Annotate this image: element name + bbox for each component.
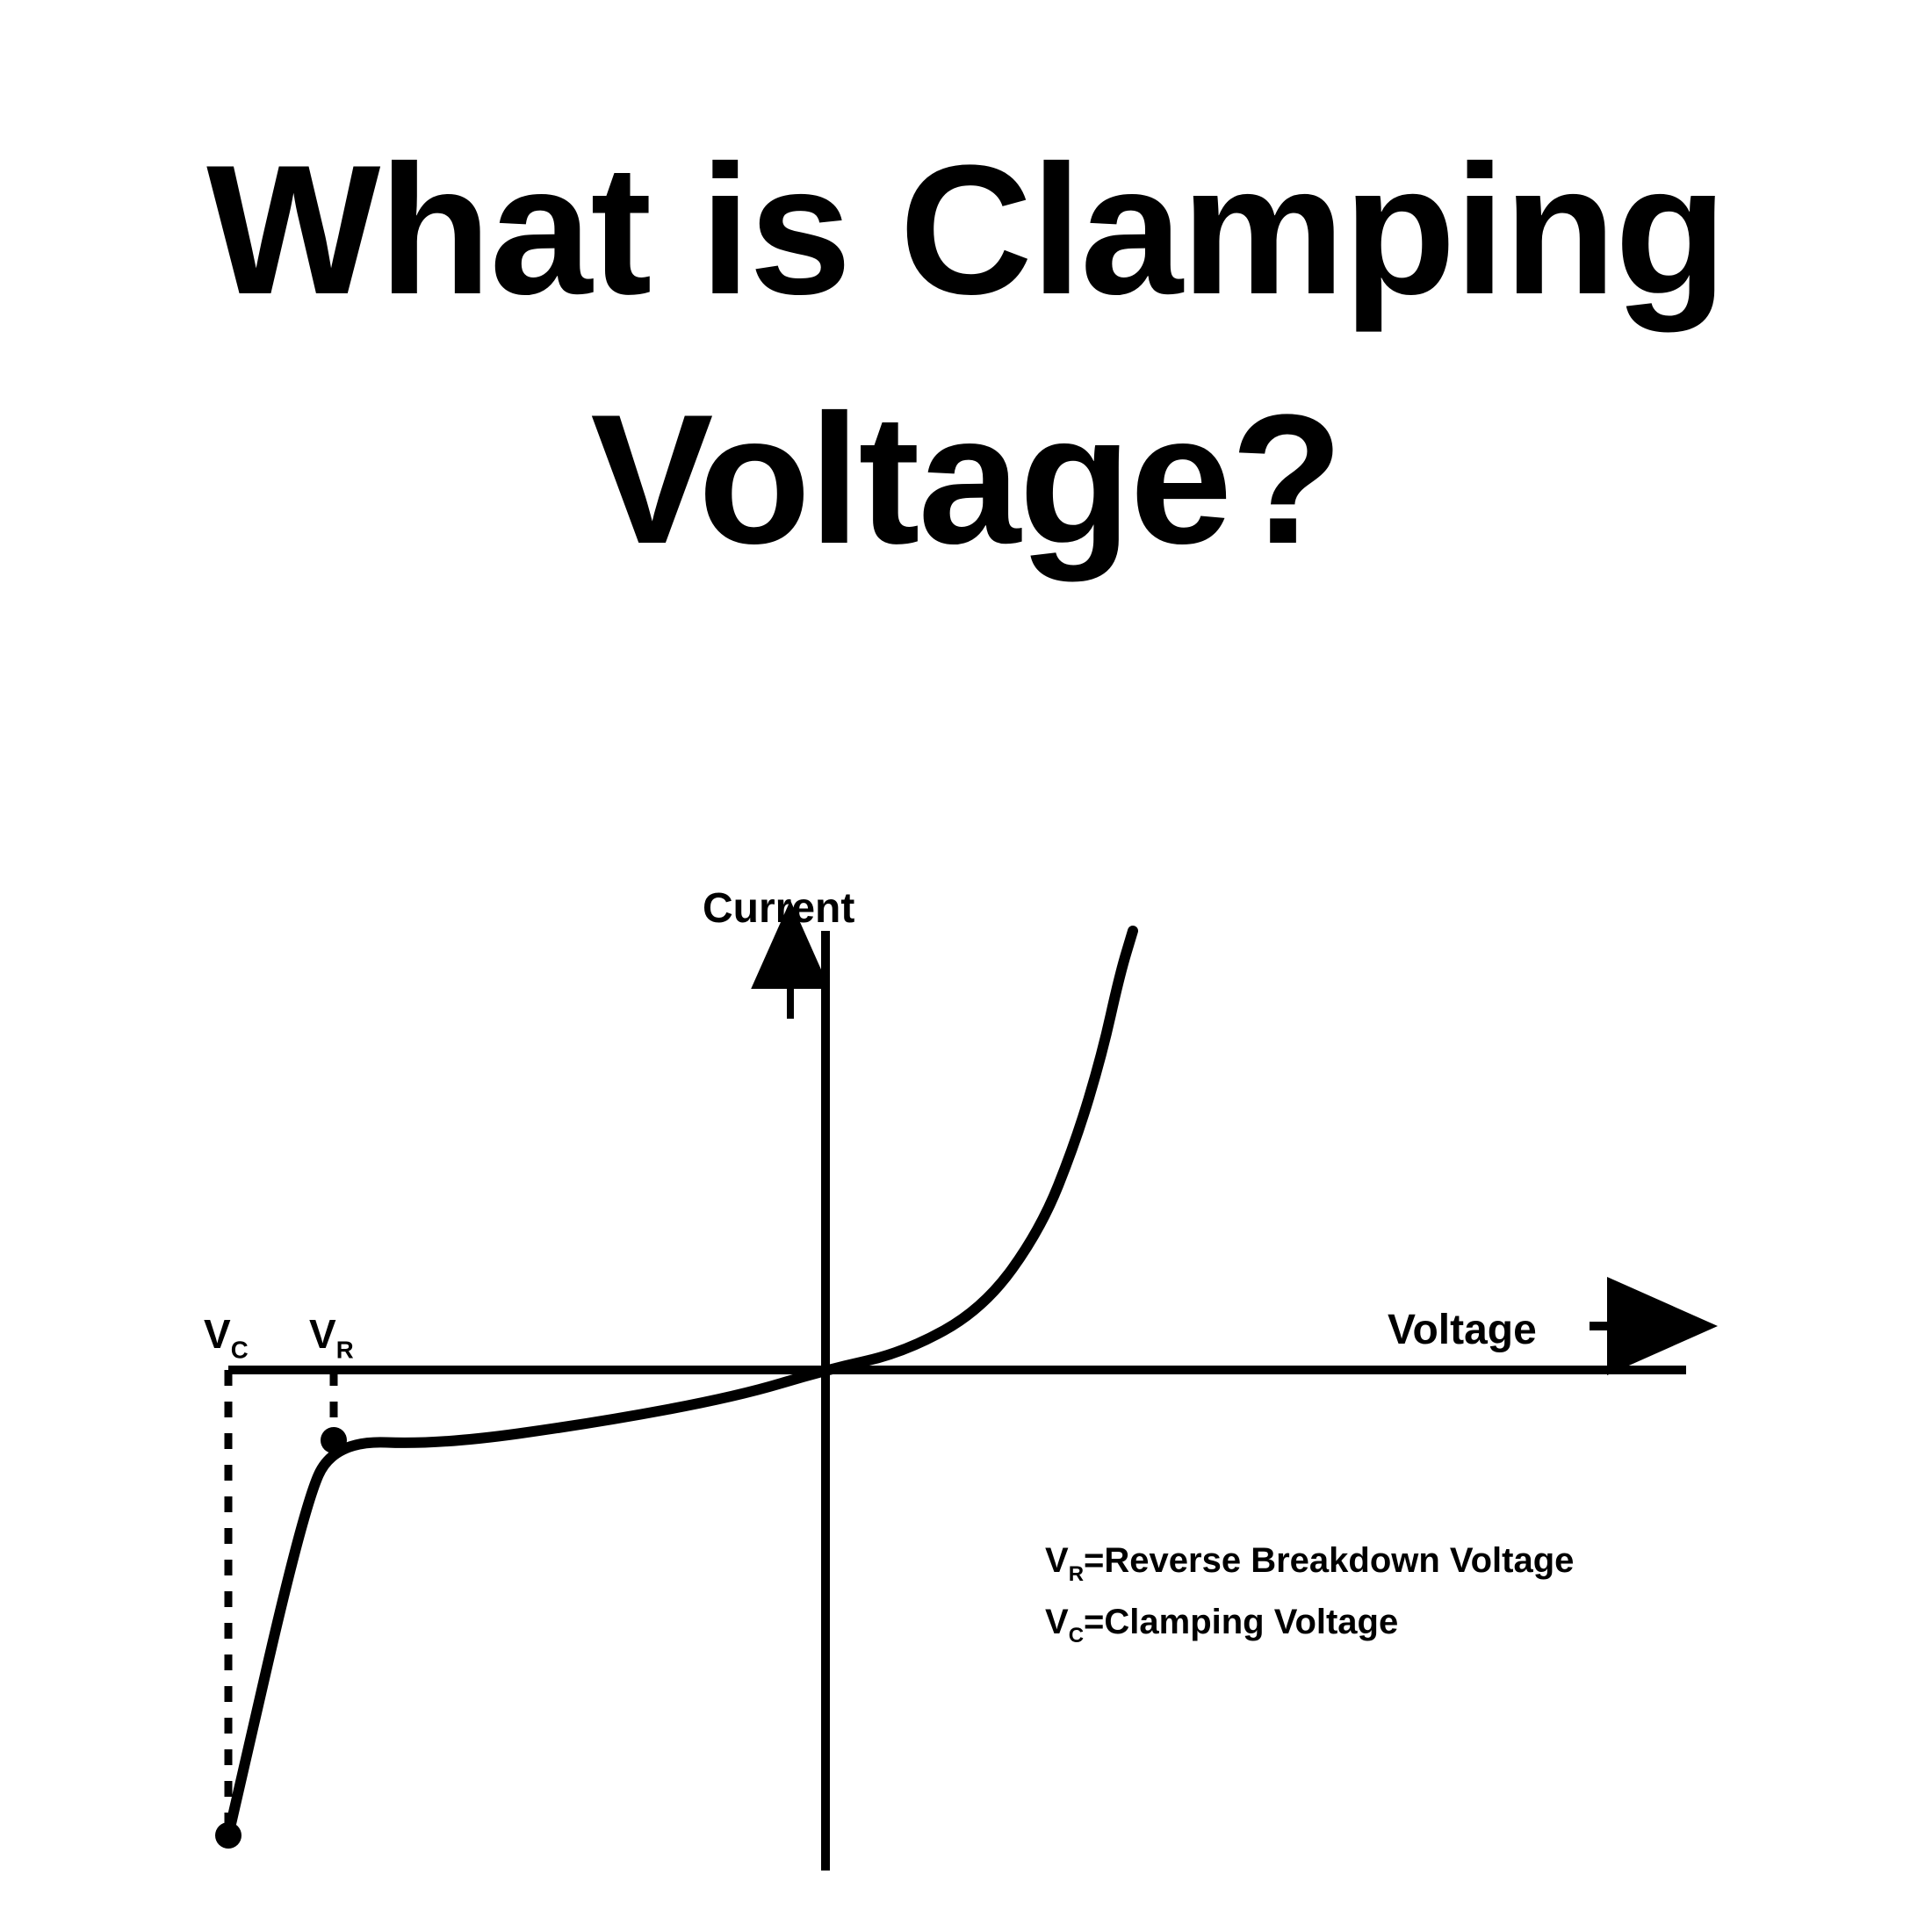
title-line-2: Voltage?	[590, 376, 1341, 582]
x-axis-label: Voltage	[1388, 1307, 1537, 1353]
title-line-1: What is Clamping	[206, 126, 1726, 333]
page-title: What is Clamping Voltage?	[0, 105, 1932, 603]
legend-item-1: VC=Clamping Voltage	[1045, 1603, 1398, 1647]
vc-dot	[215, 1822, 242, 1849]
iv-curve	[228, 931, 1133, 1835]
vr-label: VR	[309, 1311, 354, 1364]
vc-label: VC	[204, 1311, 249, 1364]
vr-dot	[321, 1427, 347, 1453]
chart-svg: Current Voltage VC VR VR=Reverse Breakdown V…	[176, 878, 1756, 1888]
y-axis-label: Current	[703, 885, 854, 932]
iv-curve-chart: Current Voltage VC VR VR=Reverse Breakdown V…	[176, 878, 1756, 1888]
legend-item-0: VR=Reverse Breakdown Voltage	[1045, 1541, 1574, 1586]
